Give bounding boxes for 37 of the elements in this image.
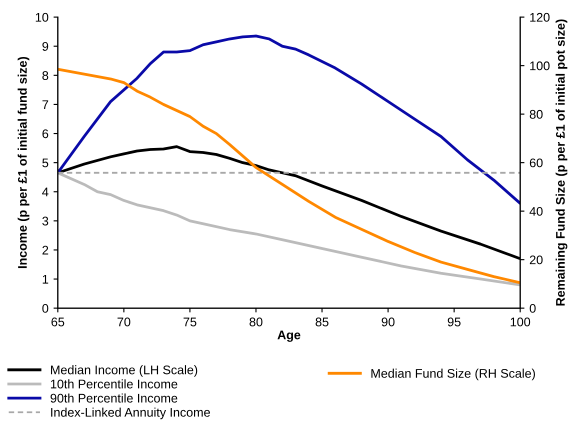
x-axis-title: Age bbox=[278, 330, 300, 342]
y-tick-label: 3 bbox=[42, 216, 48, 226]
x-tick-label: 85 bbox=[316, 318, 328, 326]
y-tick-label: 8 bbox=[42, 71, 48, 80]
y-tick-label: 1 bbox=[42, 274, 48, 284]
legend-label: 10th Percentile Income bbox=[50, 379, 178, 388]
y2-axis-title: Remaining Fund Size (p per £1 of initial pot size) bbox=[556, 19, 568, 306]
x-tick-label: 80 bbox=[250, 318, 262, 326]
line-series bbox=[58, 68, 520, 284]
legend-label: 90th Percentile Income bbox=[50, 393, 178, 403]
y2-tick-label: 40 bbox=[530, 206, 543, 216]
legend-label: Median Income (LH Scale) bbox=[51, 365, 198, 377]
y-axis-title: Income (p per £1 of initial fund size) bbox=[18, 56, 30, 268]
x-tick-label: 65 bbox=[51, 318, 64, 326]
y-tick-label: 6 bbox=[42, 129, 48, 138]
y2-tick-label: 120 bbox=[530, 12, 550, 22]
x-tick-label: 100 bbox=[510, 318, 530, 326]
y2-tick-label: 20 bbox=[530, 255, 543, 264]
x-tick-label: 70 bbox=[118, 318, 130, 326]
y2-tick-label: 60 bbox=[530, 158, 543, 168]
y2-tick-label: 0 bbox=[530, 304, 536, 313]
x-tick-label: 95 bbox=[448, 318, 461, 326]
y-tick-label: 0 bbox=[42, 304, 48, 313]
x-tick-label: 75 bbox=[184, 318, 196, 326]
y-tick-label: 7 bbox=[42, 100, 48, 109]
y-tick-label: 4 bbox=[42, 188, 48, 196]
y2-tick-label: 100 bbox=[530, 61, 550, 70]
line-series bbox=[58, 171, 520, 286]
y-tick-label: 2 bbox=[42, 246, 48, 254]
y-tick-label: 10 bbox=[36, 12, 48, 22]
line-series bbox=[58, 34, 520, 205]
y2-tick-label: 80 bbox=[530, 110, 543, 119]
x-tick-label: 90 bbox=[382, 318, 395, 326]
y-tick-label: 9 bbox=[42, 42, 48, 51]
legend-label: Median Fund Size (RH Scale) bbox=[371, 368, 535, 380]
y-tick-label: 5 bbox=[42, 158, 48, 168]
legend-label: Index-Linked Annuity Income bbox=[51, 408, 210, 420]
